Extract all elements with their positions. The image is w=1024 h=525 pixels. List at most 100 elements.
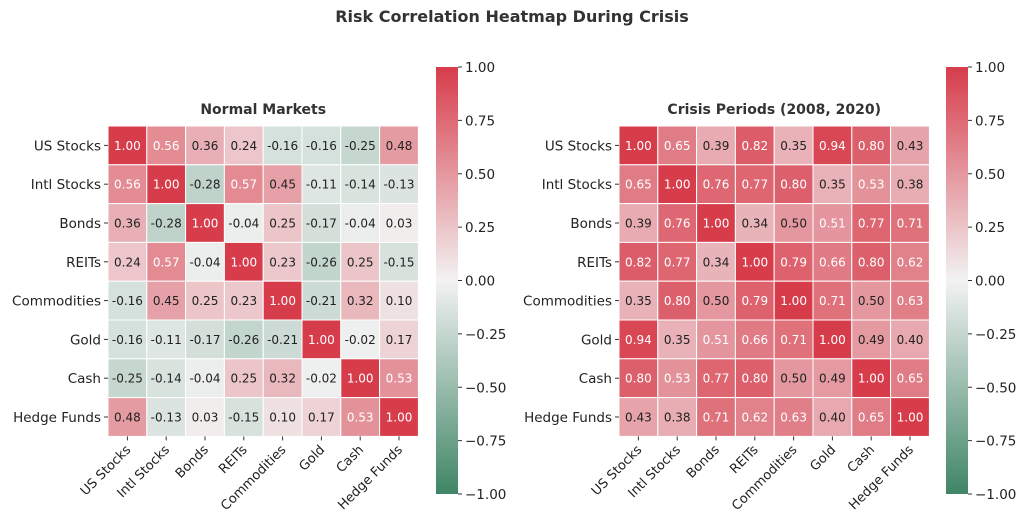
cell-value-label: 0.34	[703, 255, 730, 269]
cell-value-label: 0.65	[664, 139, 691, 153]
cell-value-label: 0.24	[230, 139, 257, 153]
colorbar-tick-label: 0.25	[465, 220, 495, 236]
cell-value-label: -0.14	[345, 178, 376, 192]
heatmap-cell	[185, 241, 225, 282]
cell-value-label: 0.53	[664, 372, 691, 386]
cell-value-label: -0.11	[151, 333, 182, 347]
cell-value-label: 0.50	[858, 294, 885, 308]
normal-markets-heatmap: Normal Markets 1.00 0.56 0.36 0.24 -0.16 -0.16…	[12, 60, 506, 514]
cell-value-label: 0.53	[386, 372, 413, 386]
cell-value-label: 0.56	[114, 178, 141, 192]
cell-value-label: -0.04	[189, 255, 220, 269]
cell-value-label: -0.21	[267, 333, 298, 347]
heatmap-cell	[379, 397, 419, 437]
row-label: Intl Stocks	[542, 177, 612, 193]
cell-value-label: 0.62	[897, 255, 924, 269]
cell-value-label: 0.80	[858, 255, 885, 269]
cell-value-label: -0.28	[189, 178, 220, 192]
heatmap-cell	[657, 319, 698, 360]
cell-value-label: 0.80	[741, 372, 768, 386]
cell-value-label: 0.24	[114, 255, 141, 269]
cell-value-label: -0.26	[228, 333, 259, 347]
row-label: Bonds	[59, 216, 101, 232]
colorbar-tick-label: −0.75	[975, 434, 1016, 450]
cell-value-label: -0.28	[151, 217, 182, 231]
colorbar-tick-label: 1.00	[975, 60, 1005, 76]
heatmap-cell	[890, 203, 930, 243]
heatmap-cell	[223, 280, 264, 321]
cell-value-label: 0.48	[114, 411, 141, 425]
column-label: Bonds	[173, 442, 212, 481]
heatmap-cell	[890, 280, 930, 321]
heatmap-cell	[301, 203, 342, 243]
cell-value-label: 0.79	[741, 294, 768, 308]
cell-value-label: -0.15	[383, 255, 414, 269]
cell-value-label: 0.62	[741, 411, 768, 425]
cell-value-label: -0.16	[306, 139, 337, 153]
cell-value-label: -0.25	[112, 372, 143, 386]
heatmap-cell	[146, 125, 187, 166]
cell-value-label: -0.16	[267, 139, 298, 153]
cell-value-label: 0.25	[269, 217, 296, 231]
column-label: REITs	[727, 442, 762, 477]
cell-value-label: 1.00	[664, 178, 691, 192]
cell-value-label: 0.49	[819, 372, 846, 386]
heatmap-cell	[851, 358, 892, 399]
cell-value-label: -0.21	[306, 294, 337, 308]
cell-value-label: -0.02	[345, 333, 376, 347]
cell-value-label: 0.03	[386, 217, 413, 231]
colorbar-tick-label: 0.75	[465, 113, 495, 129]
cell-value-label: 1.00	[386, 411, 413, 425]
heatmap-cell	[107, 358, 148, 399]
heatmap-cell	[262, 280, 303, 321]
row-label: Cash	[579, 371, 612, 387]
cell-value-label: 0.25	[192, 294, 219, 308]
heatmap-cell	[734, 397, 775, 437]
heatmap-cell	[185, 358, 225, 399]
cell-value-label: 0.50	[780, 217, 807, 231]
cell-value-label: 0.45	[269, 178, 296, 192]
cell-value-label: -0.16	[112, 294, 143, 308]
cell-value-label: 0.79	[780, 255, 807, 269]
column-label: Gold	[296, 443, 328, 475]
cell-value-label: 0.40	[897, 333, 924, 347]
heatmap-cell	[812, 280, 853, 321]
cell-value-label: 0.80	[625, 372, 652, 386]
heatmap-cell	[146, 358, 187, 399]
panel-title: Crisis Periods (2008, 2020)	[667, 102, 881, 118]
cell-value-label: 0.57	[230, 178, 257, 192]
cell-value-label: 1.00	[780, 294, 807, 308]
cell-value-label: 0.50	[703, 294, 730, 308]
heatmap-cell	[379, 164, 419, 205]
cell-value-label: 0.51	[819, 217, 846, 231]
heatmap-cell	[657, 203, 698, 243]
heatmap-cell	[734, 125, 775, 166]
cell-value-label: 0.35	[819, 178, 846, 192]
cell-value-label: -0.13	[151, 411, 182, 425]
row-label: Commodities	[12, 294, 101, 310]
heatmap-cell	[812, 203, 853, 243]
heatmap-cell	[696, 358, 736, 399]
row-label: Hedge Funds	[13, 410, 101, 426]
cell-value-label: 0.17	[386, 333, 413, 347]
cell-value-label: 0.38	[664, 411, 691, 425]
cell-value-label: -0.16	[112, 333, 143, 347]
column-label: REITs	[216, 442, 251, 477]
cell-value-label: 0.25	[347, 255, 374, 269]
heatmap-cell	[262, 397, 303, 437]
cell-value-label: 0.71	[780, 333, 807, 347]
cell-value-label: 0.10	[386, 294, 413, 308]
cell-value-label: 0.65	[897, 372, 924, 386]
heatmap-cell	[340, 241, 381, 282]
row-label: Hedge Funds	[524, 410, 612, 426]
heatmap-cell	[773, 397, 814, 437]
cell-value-label: 0.71	[703, 411, 730, 425]
cell-value-label: 0.40	[819, 411, 846, 425]
cell-value-label: 0.65	[858, 411, 885, 425]
column-label: Cash	[334, 443, 367, 476]
heatmap-cell	[146, 203, 187, 243]
heatmap-cell	[301, 125, 342, 166]
heatmap-cell	[301, 319, 342, 360]
cell-value-label: 0.45	[153, 294, 180, 308]
cell-value-label: 1.00	[192, 217, 219, 231]
